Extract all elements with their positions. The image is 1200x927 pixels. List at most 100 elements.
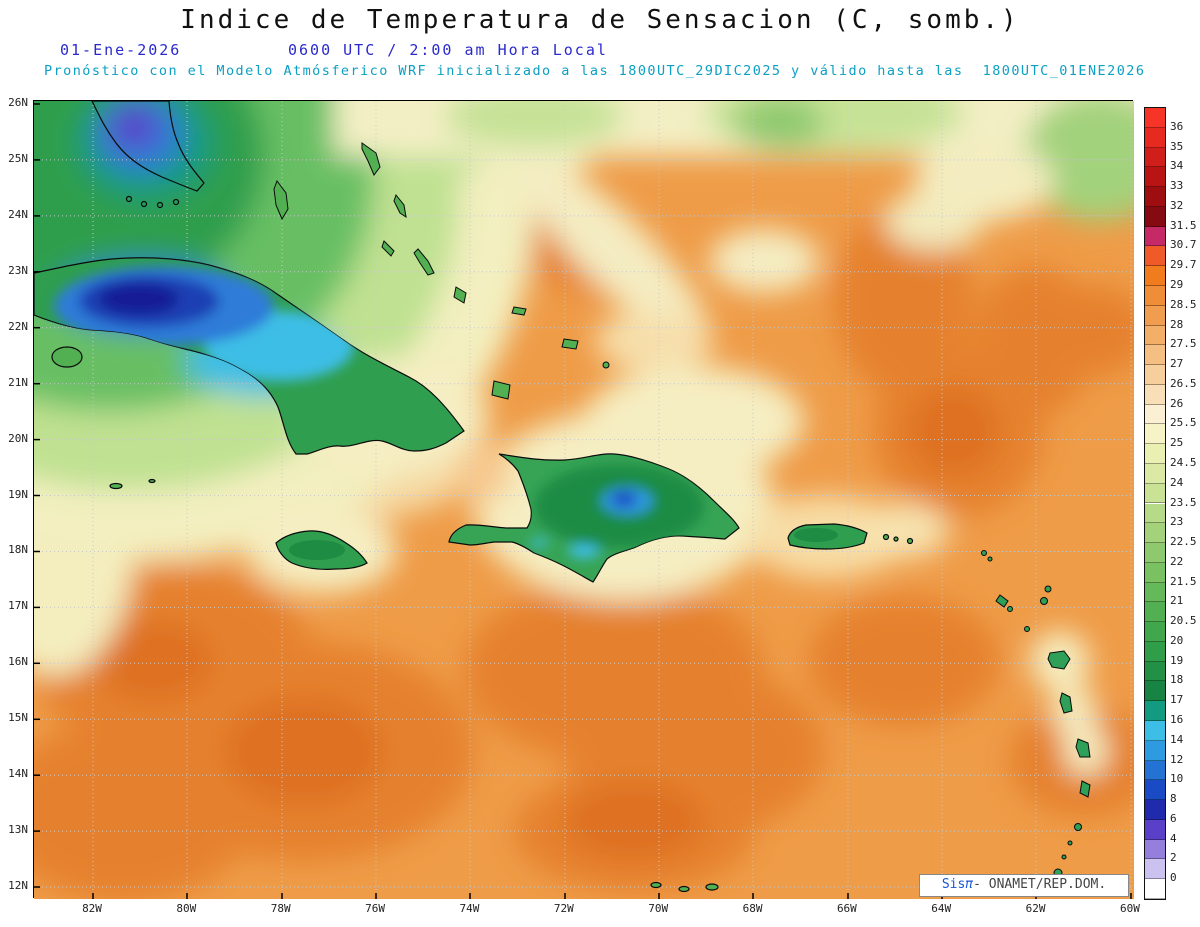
lat-tick-label: 24N <box>8 207 28 221</box>
lat-tick-label: 17N <box>8 599 28 613</box>
colorbar-cell <box>1145 839 1165 860</box>
cuba-cold-interior <box>54 266 354 381</box>
colorbar-tick-label: 26 <box>1170 396 1184 410</box>
colorbar-cell <box>1145 879 1165 899</box>
colorbar-tick-label: 24.5 <box>1170 455 1197 469</box>
watermark-brand: Sis <box>941 877 966 892</box>
colorbar-cell <box>1145 543 1165 563</box>
colorbar-tick-label: 16 <box>1170 713 1184 727</box>
colorbar-cell <box>1145 305 1165 326</box>
colorbar-tick-label: 2 <box>1170 851 1177 865</box>
colorbar-cell <box>1145 167 1165 188</box>
colorbar-tick-label: 22 <box>1170 554 1184 568</box>
valid-time-label: 0600 UTC / 2:00 am Hora Local <box>288 41 608 59</box>
colorbar-cell <box>1145 523 1165 544</box>
colorbar-tick-label: 33 <box>1170 179 1184 193</box>
colorbar-cell <box>1145 206 1165 227</box>
colorbar-cell <box>1145 187 1165 207</box>
model-init-line: Pronóstico con el Modelo Atmósferico WRF… <box>44 63 1146 79</box>
lat-tick-label: 15N <box>8 711 28 725</box>
colorbar-cell <box>1145 127 1165 148</box>
colorbar-tick-label: 30.7 <box>1170 238 1197 252</box>
page-title: Indice de Temperatura de Sensacion (C, s… <box>180 5 1020 35</box>
colorbar-cell <box>1145 760 1165 781</box>
colorbar-tick-label: 21.5 <box>1170 574 1197 588</box>
colorbar-tick-label: 26.5 <box>1170 376 1197 390</box>
colorbar-tick-label: 4 <box>1170 831 1177 845</box>
colorbar-tick-label: 17 <box>1170 693 1184 707</box>
lat-tick-label: 21N <box>8 375 28 389</box>
colorbar-cell <box>1145 365 1165 385</box>
colorbar-tick-label: 23 <box>1170 515 1184 529</box>
lon-tick-label: 80W <box>176 902 197 915</box>
lon-tick-label: 74W <box>459 902 480 915</box>
colorbar-tick-label: 23.5 <box>1170 495 1197 509</box>
hispaniola-cold-interior <box>530 464 704 558</box>
lon-tick-label: 78W <box>270 902 291 915</box>
colorbar-cell <box>1145 108 1165 128</box>
colorbar-cell <box>1145 681 1165 702</box>
lat-tick-label: 14N <box>8 767 28 781</box>
colorbar-cell <box>1145 325 1165 346</box>
colorbar-tick-label: 20.5 <box>1170 614 1197 628</box>
colorbar-cell <box>1145 424 1165 445</box>
colorbar-cell <box>1145 622 1165 642</box>
colorbar-tick-label: 29 <box>1170 277 1184 291</box>
colorbar-tick-label: 12 <box>1170 752 1184 766</box>
valid-date-label: 01-Ene-2026 <box>60 41 182 59</box>
colorbar-tick-label: 34 <box>1170 159 1184 173</box>
colorbar-tick-label: 29.7 <box>1170 258 1197 272</box>
colorbar <box>1144 107 1166 900</box>
colorbar-cell <box>1145 226 1165 247</box>
map-gridlines <box>34 101 1134 899</box>
colorbar-cell <box>1145 345 1165 366</box>
colorbar-cell <box>1145 285 1165 306</box>
lon-tick-label: 60W <box>1120 902 1140 915</box>
colorbar-tick-label: 6 <box>1170 811 1177 825</box>
watermark-box: Sisπ- ONAMET/REP.DOM. <box>919 874 1129 897</box>
watermark-separator: - <box>973 877 989 892</box>
lon-tick-label: 70W <box>648 902 669 915</box>
lat-tick-label: 13N <box>8 823 28 837</box>
colorbar-cell <box>1145 503 1165 524</box>
colorbar-tick-label: 35 <box>1170 139 1184 153</box>
colorbar-cell <box>1145 404 1165 425</box>
colorbar-tick-label: 31.5 <box>1170 218 1197 232</box>
colorbar-tick-label: 32 <box>1170 198 1184 212</box>
colorbar-tick-label: 25 <box>1170 436 1184 450</box>
colorbar-cell <box>1145 641 1165 662</box>
lat-tick-label: 12N <box>8 879 28 893</box>
lon-tick-label: 62W <box>1025 902 1046 915</box>
colorbar-labels: 36 35 34 33 32 31.5 30.7 29.7 29 28.5 28 27.5 27 26.5… <box>1170 107 1200 898</box>
lat-axis: 26N 25N 24N 23N 22N 21N 20N 19N 18N 17N 16N 15N 14N 1… <box>0 96 29 898</box>
colorbar-cell <box>1145 444 1165 464</box>
florida-keys <box>125 195 180 209</box>
colorbar-cell <box>1145 384 1165 405</box>
colorbar-cell <box>1145 721 1165 741</box>
colorbar-cell <box>1145 661 1165 682</box>
colorbar-cell <box>1145 246 1165 267</box>
colorbar-tick-label: 8 <box>1170 792 1177 806</box>
colorbar-cell <box>1145 562 1165 583</box>
lat-tick-label: 23N <box>8 263 28 277</box>
lat-tick-label: 16N <box>8 655 28 669</box>
colorbar-cell <box>1145 701 1165 722</box>
colorbar-tick-label: 10 <box>1170 772 1184 786</box>
lat-tick-label: 25N <box>8 151 28 165</box>
colorbar-cell <box>1145 819 1165 840</box>
colorbar-cell <box>1145 266 1165 286</box>
colorbar-tick-label: 20 <box>1170 633 1184 647</box>
colorbar-tick-label: 21 <box>1170 594 1184 608</box>
colorbar-cell <box>1145 800 1165 820</box>
lat-tick-label: 26N <box>8 96 28 109</box>
map-frame <box>33 100 1134 899</box>
colorbar-tick-label: 28.5 <box>1170 297 1197 311</box>
lon-tick-label: 68W <box>742 902 763 915</box>
colorbar-cell <box>1145 582 1165 603</box>
colorbar-tick-label: 28 <box>1170 317 1184 331</box>
colorbar-cell <box>1145 740 1165 761</box>
islands-cayman <box>109 478 156 490</box>
colorbar-tick-label: 0 <box>1170 871 1177 885</box>
lon-tick-label: 76W <box>365 902 386 915</box>
